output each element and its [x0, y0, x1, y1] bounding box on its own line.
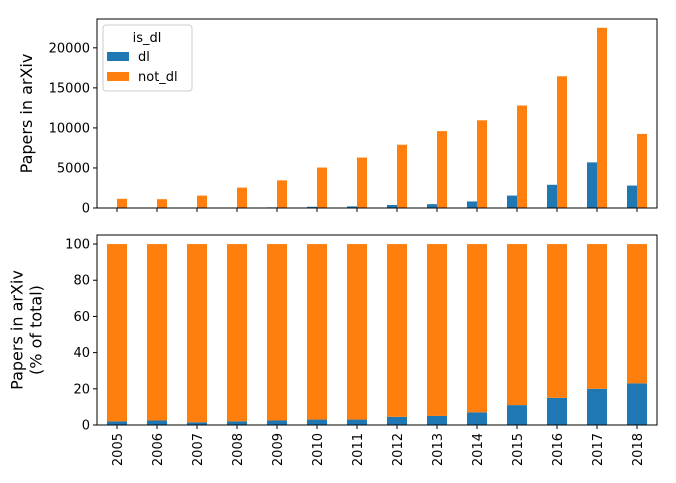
legend-entry-dl: dl: [138, 50, 150, 65]
bar-not_dl-2012: [397, 144, 407, 208]
bar-not_dl-2013: [427, 244, 447, 416]
x-tick-label: 2013: [431, 433, 446, 466]
bar-dl-2015: [507, 195, 517, 208]
bar-not_dl-2005: [117, 198, 127, 208]
bar-not_dl-2008: [227, 244, 247, 422]
bar-not_dl-2009: [277, 180, 287, 208]
bar-not_dl-2013: [437, 131, 447, 208]
plot-frame: [96, 18, 658, 209]
bar-not_dl-2009: [267, 244, 287, 421]
x-tick-label: 2011: [351, 433, 366, 466]
y-tick-label: 20000: [49, 41, 90, 56]
bar-dl-2005: [107, 421, 127, 425]
y-axis-title-line: Papers in arXiv: [8, 270, 27, 390]
bar-not_dl-2018: [627, 244, 647, 384]
x-tick-label: 2010: [311, 433, 326, 466]
x-tick-label: 2016: [551, 433, 566, 466]
bar-not_dl-2018: [637, 133, 647, 208]
bar-dl-2010: [307, 206, 317, 208]
bar-not_dl-2006: [147, 244, 167, 421]
x-tick-label: 2012: [391, 433, 406, 466]
bar-not_dl-2011: [357, 157, 367, 208]
x-tick-label: 2007: [191, 433, 206, 466]
bar-not_dl-2010: [317, 167, 327, 208]
x-tick-label: 2017: [591, 433, 606, 466]
bar-dl-2016: [547, 397, 567, 425]
bar-dl-2009: [267, 420, 287, 425]
bar-dl-2018: [627, 185, 637, 208]
bar-not_dl-2016: [557, 76, 567, 208]
legend-entry-not_dl: not_dl: [138, 70, 178, 85]
y-tick-label: 20: [73, 382, 90, 397]
bar-dl-2013: [427, 204, 437, 208]
x-tick-label: 2018: [631, 433, 646, 466]
y-tick-label: 0: [82, 419, 90, 434]
y-tick-label: 0: [82, 202, 90, 217]
bar-dl-2008: [227, 421, 247, 425]
y-tick-label: 15000: [49, 81, 90, 96]
y-tick-label: 60: [73, 310, 90, 325]
y-tick-label: 80: [73, 274, 90, 289]
bar-not_dl-2015: [517, 105, 527, 208]
bar-dl-2017: [587, 162, 597, 208]
bar-dl-2014: [467, 412, 487, 425]
bar-dl-2006: [147, 420, 167, 425]
plot-frame: [96, 234, 658, 426]
x-tick-label: 2008: [231, 433, 246, 466]
bar-not_dl-2008: [237, 187, 247, 208]
y-tick-label: 10000: [49, 121, 90, 136]
bar-not_dl-2015: [507, 244, 527, 406]
bar-dl-2016: [547, 184, 557, 208]
bar-not_dl-2011: [347, 244, 367, 420]
bar-not_dl-2005: [107, 244, 127, 422]
bar-dl-2007: [187, 422, 207, 425]
bar-not_dl-2012: [387, 244, 407, 417]
bar-dl-2017: [587, 388, 607, 425]
y-tick-label: 40: [73, 346, 90, 361]
bar-dl-2014: [467, 201, 477, 208]
bar-not_dl-2007: [197, 195, 207, 208]
bar-dl-2010: [307, 419, 327, 425]
y-tick-label: 100: [65, 238, 90, 253]
bar-not_dl-2006: [157, 199, 167, 208]
legend-swatch-not_dl: [107, 72, 129, 81]
bar-dl-2012: [387, 204, 397, 208]
chart-counts: 0 5000 10000 15000 20000 Papers in arXiv is_dl…: [17, 18, 658, 217]
bar-not_dl-2010: [307, 244, 327, 420]
bar-dl-2011: [347, 419, 367, 425]
bar-dl-2015: [507, 405, 527, 425]
x-tick-label: 2009: [271, 433, 286, 466]
y-tick-label: 5000: [57, 161, 90, 176]
legend-title: is_dl: [133, 31, 162, 46]
y-axis-title-line: (% of total): [27, 285, 46, 375]
chart-percent: 0 20 40 60 80 100 2005 2006 2007 2008 2009 2010 2011…: [8, 234, 658, 466]
bar-dl-2013: [427, 415, 447, 425]
x-tick-label: 2014: [471, 433, 486, 466]
bar-not_dl-2017: [597, 27, 607, 209]
x-tick-label: 2006: [151, 433, 166, 466]
x-tick-label: 2005: [111, 433, 126, 466]
bar-not_dl-2017: [587, 244, 607, 389]
bar-dl-2018: [627, 383, 647, 425]
bar-dl-2011: [347, 206, 357, 208]
y-axis-title: Papers in arXiv: [17, 54, 36, 174]
bar-not_dl-2016: [547, 244, 567, 398]
bar-not_dl-2014: [477, 120, 487, 208]
bar-dl-2012: [387, 416, 407, 425]
x-tick-label: 2015: [511, 433, 526, 466]
bar-not_dl-2007: [187, 244, 207, 423]
legend-swatch-dl: [107, 52, 129, 61]
bar-not_dl-2014: [467, 244, 487, 413]
